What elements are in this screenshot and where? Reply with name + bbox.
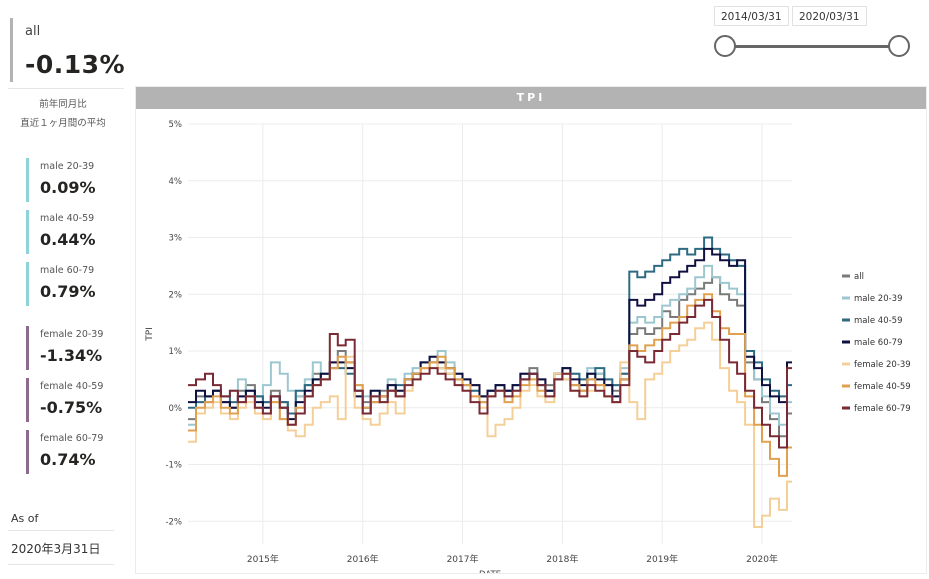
series-line-female-20-39 — [188, 321, 792, 528]
summary-label: all — [25, 24, 41, 39]
divider — [8, 564, 114, 565]
kpi-card-female-20-39: female 20-39 -1.34% — [26, 326, 116, 370]
x-tick-label: 2015年 — [247, 553, 279, 565]
legend-entry: female 60-79 — [854, 404, 911, 414]
summary-note-line1: 前年同月比 — [39, 99, 87, 110]
series-line-all — [188, 276, 792, 438]
summary-value: -0.13% — [25, 50, 126, 79]
y-tick-label: 3% — [169, 234, 183, 244]
series-line-female-60-79 — [188, 298, 792, 449]
as-of-label: As of — [11, 512, 39, 525]
series-line-male-60-79 — [188, 247, 792, 421]
y-tick-label: 4% — [169, 177, 183, 187]
y-axis-title: TPI — [145, 327, 155, 342]
kpi-value: -1.34% — [40, 346, 103, 365]
kpi-card-male-20-39: male 20-39 0.09% — [26, 158, 116, 202]
kpi-label: male 20-39 — [40, 161, 95, 172]
kpi-value: 0.09% — [40, 178, 96, 197]
y-tick-label: -2% — [165, 517, 182, 527]
legend-entry: female 20-39 — [854, 360, 911, 370]
y-tick-label: 5% — [169, 120, 183, 130]
divider — [8, 88, 124, 89]
kpi-value: -0.75% — [40, 398, 103, 417]
date-range-end-input[interactable]: 2020/03/31 — [792, 6, 867, 26]
y-tick-label: 0% — [169, 404, 183, 414]
legend-entry: all — [854, 272, 864, 282]
kpi-label: female 60-79 — [40, 433, 104, 444]
legend-entry: male 40-59 — [854, 316, 902, 326]
legend-entry: male 60-79 — [854, 338, 902, 348]
y-tick-label: 2% — [169, 290, 183, 300]
x-tick-label: 2016年 — [347, 553, 379, 565]
legend-entry: male 20-39 — [854, 294, 902, 304]
date-range-end-handle[interactable] — [888, 35, 910, 57]
kpi-value: 0.44% — [40, 230, 96, 249]
kpi-card-male-60-79: male 60-79 0.79% — [26, 262, 116, 306]
kpi-card-male-40-59: male 40-59 0.44% — [26, 210, 116, 254]
series-line-female-40-59 — [188, 293, 792, 477]
tpi-chart-panel: TPI 5% 4% 3% 2% 1% 0% -1% -2% 2015年 2016年 2017年 201… — [135, 86, 927, 574]
chart-title: TPI — [136, 87, 926, 109]
x-axis-title: DATE — [479, 570, 501, 573]
kpi-value: 0.79% — [40, 282, 96, 301]
kpi-label: female 40-59 — [40, 381, 104, 392]
kpi-label: male 40-59 — [40, 213, 95, 224]
kpi-label: female 20-39 — [40, 329, 104, 340]
kpi-card-female-40-59: female 40-59 -0.75% — [26, 378, 116, 422]
summary-note-line2: 直近１ヶ月間の平均 — [20, 118, 106, 129]
kpi-card-female-60-79: female 60-79 0.74% — [26, 430, 116, 474]
kpi-value: 0.74% — [40, 450, 96, 469]
date-range-start-input[interactable]: 2014/03/31 — [714, 6, 789, 26]
y-tick-label: -1% — [165, 461, 182, 471]
summary-card-all: all -0.13% — [10, 18, 126, 82]
series-line-male-40-59 — [188, 236, 792, 415]
series-line-male-20-39 — [188, 264, 792, 426]
legend-entry: female 40-59 — [854, 382, 911, 392]
date-range-start-handle[interactable] — [714, 35, 736, 57]
x-tick-label: 2020年 — [746, 553, 778, 565]
date-range-slider-track[interactable] — [727, 45, 899, 48]
y-tick-label: 1% — [169, 347, 183, 357]
x-tick-label: 2017年 — [447, 553, 479, 565]
x-tick-label: 2018年 — [546, 553, 578, 565]
kpi-label: male 60-79 — [40, 265, 95, 276]
tpi-line-chart: 5% 4% 3% 2% 1% 0% -1% -2% 2015年 2016年 2017年 2018年 20… — [145, 120, 911, 573]
divider — [8, 530, 114, 531]
x-tick-label: 2019年 — [646, 553, 678, 565]
as-of-date: 2020年3月31日 — [11, 542, 101, 556]
